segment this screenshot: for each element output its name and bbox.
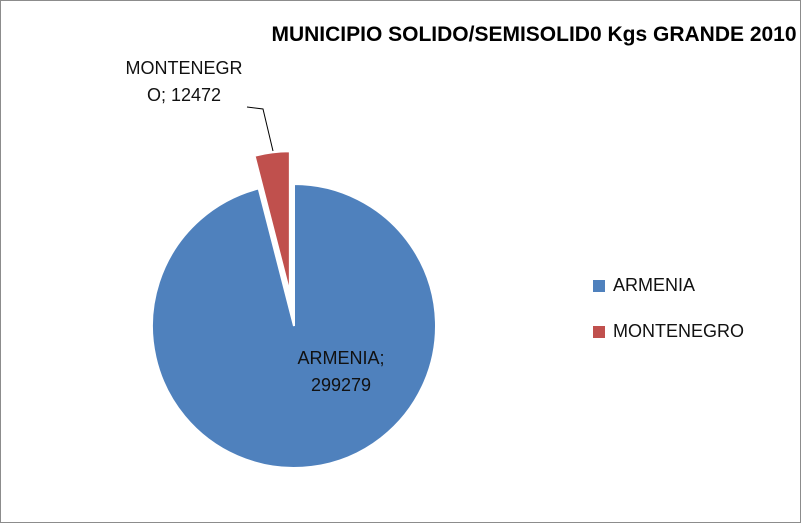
pie-slice [253, 150, 291, 294]
pie-slice [151, 182, 437, 469]
data-label: MONTENEGRO; 12472 [125, 58, 243, 105]
leader-line [246, 106, 274, 152]
legend-label: MONTENEGRO [613, 321, 744, 341]
chart-title: MUNICIPIO SOLIDO/SEMISOLID0 Kgs GRANDE 2… [271, 23, 797, 46]
legend-swatch [593, 280, 605, 292]
legend-swatch [593, 326, 605, 338]
data-label: ARMENIA; 299279 [297, 348, 385, 395]
legend-label: ARMENIA [613, 275, 695, 295]
